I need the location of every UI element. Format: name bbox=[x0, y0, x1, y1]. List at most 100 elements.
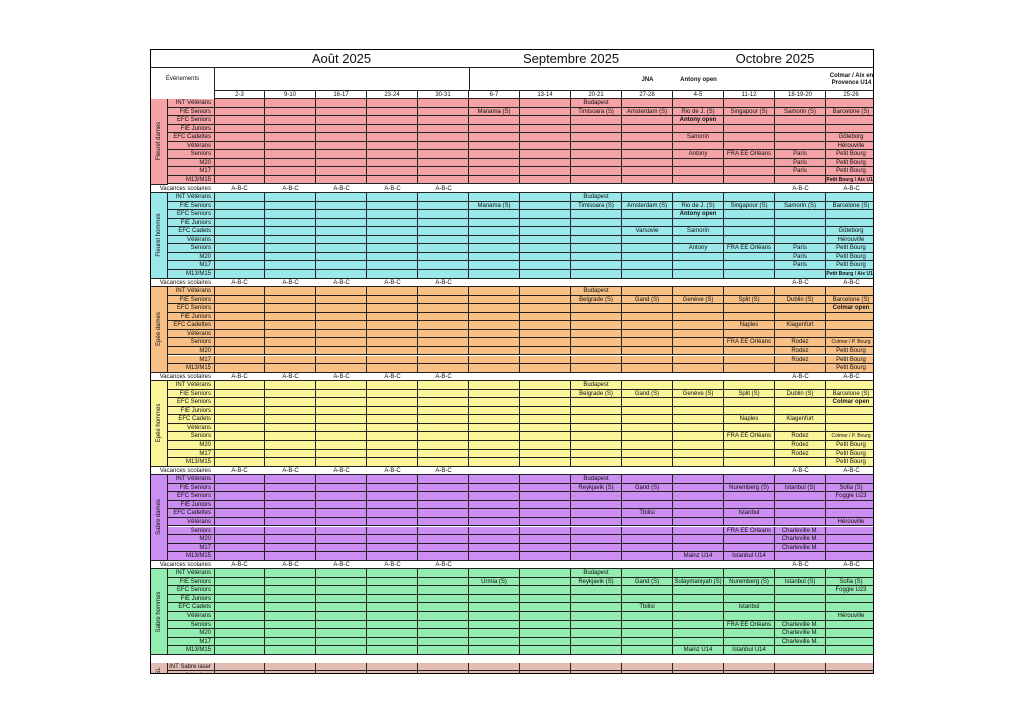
schedule-cell bbox=[724, 441, 775, 450]
schedule-cell: Paris bbox=[775, 167, 826, 176]
row-label: INT Vétérans bbox=[168, 381, 214, 390]
schedule-cell bbox=[316, 252, 367, 262]
laser-cell bbox=[775, 662, 826, 672]
schedule-cell bbox=[775, 398, 826, 407]
schedule-cell bbox=[367, 261, 418, 270]
schedule-cell bbox=[265, 569, 316, 578]
schedule-cell bbox=[724, 270, 775, 279]
schedule-cell bbox=[418, 218, 469, 228]
row-label: EFC Cadets bbox=[168, 415, 214, 424]
schedule-cell bbox=[418, 158, 469, 168]
schedule-cell bbox=[826, 218, 873, 228]
laser-cell bbox=[214, 662, 265, 672]
row-label: Vétérans bbox=[168, 329, 214, 339]
schedule-cell bbox=[214, 210, 265, 219]
schedule-cell bbox=[418, 398, 469, 407]
schedule-cell bbox=[724, 312, 775, 322]
schedule-cell: Petit Bourg bbox=[826, 449, 873, 459]
row-label: FIE Seniors bbox=[168, 295, 214, 305]
schedule-cell bbox=[367, 312, 418, 322]
vacances-cell bbox=[622, 279, 673, 288]
vacances-cell: A-B-C bbox=[775, 185, 826, 194]
vacances-cell: A-B-C bbox=[367, 561, 418, 570]
schedule-cell bbox=[316, 526, 367, 536]
vacances-cell: A-B-C bbox=[775, 373, 826, 382]
schedule-cell bbox=[367, 218, 418, 228]
vacances-cell: A-B-C bbox=[826, 561, 873, 570]
schedule-cell: Petit Bourg bbox=[826, 458, 873, 467]
schedule-cell bbox=[469, 629, 520, 638]
schedule-cell bbox=[775, 304, 826, 313]
schedule-cell bbox=[571, 620, 622, 630]
schedule-cell bbox=[724, 346, 775, 356]
schedule-cell bbox=[265, 586, 316, 595]
schedule-cell bbox=[469, 193, 520, 202]
schedule-cell bbox=[826, 406, 873, 416]
schedule-cell: Rio de J. (S) bbox=[673, 107, 724, 117]
schedule-cell bbox=[316, 193, 367, 202]
schedule-cell bbox=[367, 569, 418, 578]
row-label: M17 bbox=[168, 449, 214, 459]
schedule-cell bbox=[826, 312, 873, 322]
schedule-cell: Naples bbox=[724, 321, 775, 330]
schedule-cell bbox=[469, 346, 520, 356]
schedule-cell bbox=[316, 406, 367, 416]
schedule-cell bbox=[520, 270, 571, 279]
schedule-cell bbox=[367, 475, 418, 484]
schedule-cell bbox=[418, 261, 469, 270]
schedule-cell bbox=[367, 287, 418, 296]
schedule-cell bbox=[673, 218, 724, 228]
schedule-cell bbox=[367, 483, 418, 493]
schedule-cell bbox=[418, 235, 469, 245]
schedule-cell bbox=[214, 158, 265, 168]
group-label: Fleuret hommes bbox=[151, 193, 168, 279]
schedule-cell bbox=[673, 235, 724, 245]
schedule-cell bbox=[724, 329, 775, 339]
schedule-cell bbox=[775, 270, 826, 279]
schedule-cell bbox=[520, 364, 571, 373]
schedule-cell bbox=[775, 423, 826, 433]
schedule-cell bbox=[316, 500, 367, 510]
row-label: FIE Seniors bbox=[168, 107, 214, 117]
schedule-cell bbox=[367, 355, 418, 365]
schedule-cell bbox=[775, 594, 826, 604]
schedule-cell: Petit Bourg bbox=[826, 150, 873, 159]
schedule-cell bbox=[622, 492, 673, 501]
vacances-cell bbox=[724, 185, 775, 194]
schedule-cell bbox=[571, 116, 622, 125]
schedule-cell: Timisoara (S) bbox=[571, 201, 622, 211]
schedule-cell: Petit Bourg bbox=[826, 346, 873, 356]
schedule-cell bbox=[571, 150, 622, 159]
schedule-cell bbox=[826, 629, 873, 638]
schedule-cell bbox=[469, 312, 520, 322]
schedule-cell bbox=[418, 252, 469, 262]
schedule-cell bbox=[316, 509, 367, 518]
schedule-cell bbox=[673, 287, 724, 296]
schedule-cell bbox=[622, 175, 673, 185]
schedule-cell bbox=[826, 321, 873, 330]
schedule-cell bbox=[724, 637, 775, 647]
schedule-cell bbox=[469, 441, 520, 450]
schedule-cell bbox=[265, 381, 316, 390]
schedule-cell bbox=[367, 509, 418, 518]
schedule-cell bbox=[316, 646, 367, 655]
schedule-cell bbox=[316, 552, 367, 561]
schedule-cell bbox=[316, 329, 367, 339]
schedule-cell bbox=[469, 500, 520, 510]
schedule-cell bbox=[469, 252, 520, 262]
vacances-cell: A-B-C bbox=[418, 373, 469, 382]
schedule-cell bbox=[571, 167, 622, 176]
schedule-cell bbox=[214, 133, 265, 142]
row-label: FIE Juniors bbox=[168, 124, 214, 134]
schedule-cell bbox=[622, 423, 673, 433]
schedule-cell bbox=[571, 261, 622, 270]
schedule-cell: Antony open bbox=[673, 116, 724, 125]
schedule-cell bbox=[469, 133, 520, 142]
schedule-cell: Paris bbox=[775, 158, 826, 168]
schedule-cell bbox=[316, 261, 367, 270]
row-label: EFC Cadets bbox=[168, 603, 214, 612]
schedule-cell bbox=[622, 612, 673, 621]
schedule-cell bbox=[214, 193, 265, 202]
schedule-cell bbox=[214, 321, 265, 330]
row-label: Seniors bbox=[168, 432, 214, 441]
